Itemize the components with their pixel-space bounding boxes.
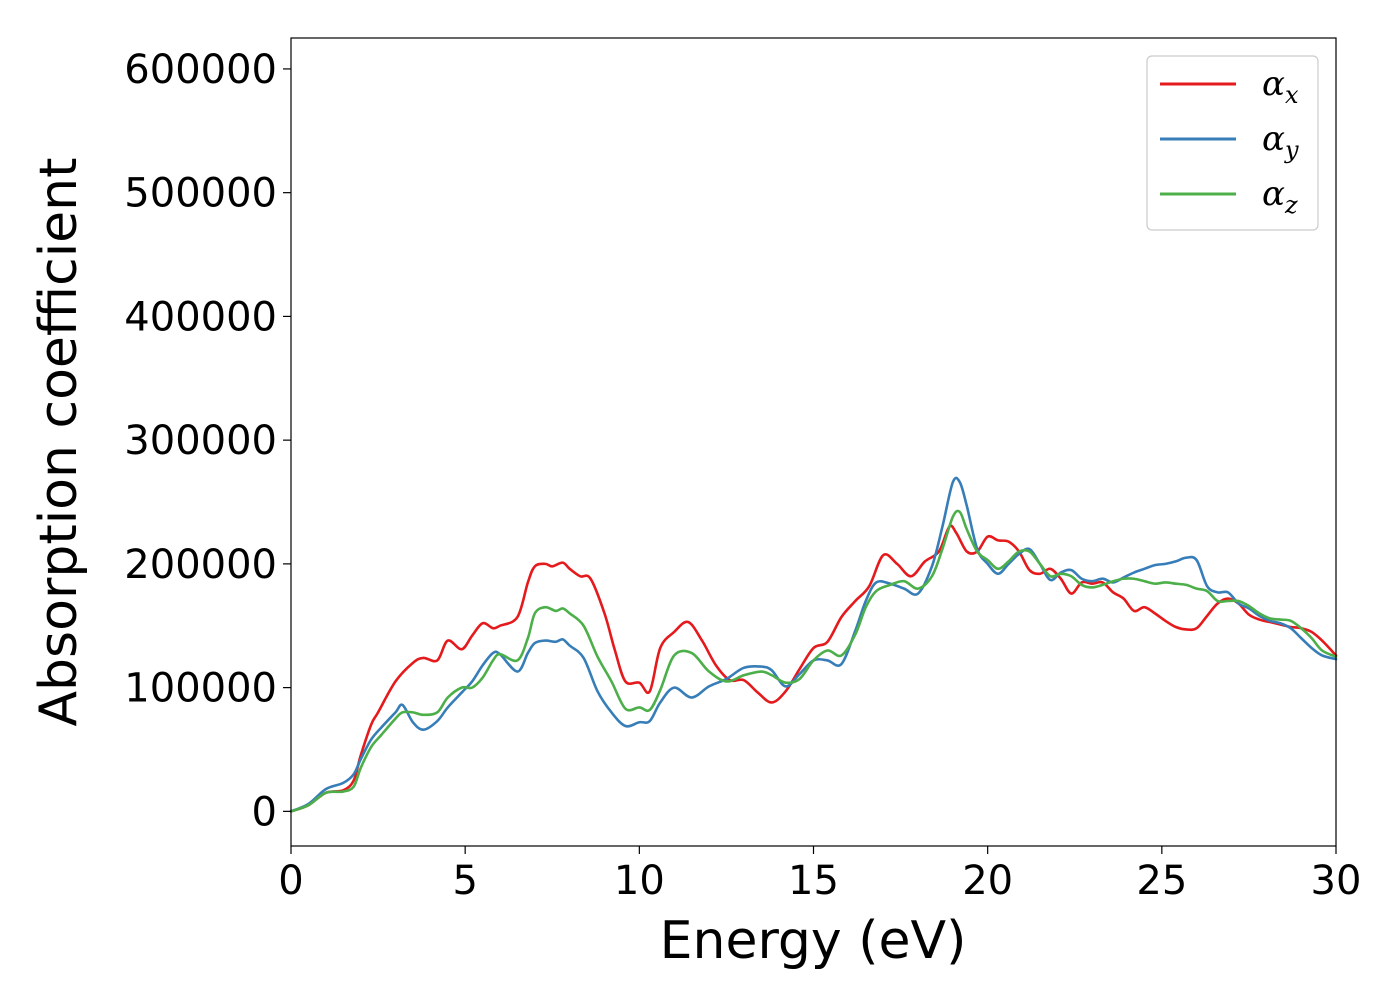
y-tick-label: 200000 [124,542,277,588]
y-tick-label: 500000 [124,171,277,217]
y-tick-label: 300000 [124,418,277,464]
y-tick-label: 400000 [124,294,277,340]
y-tick-label: 0 [252,789,277,835]
x-tick-label: 30 [1311,858,1362,904]
x-tick-label: 10 [614,858,665,904]
x-axis-ticks: 0 5 10 15 20 25 30 [278,846,1361,904]
y-tick-label: 100000 [124,666,277,712]
series-line-y [289,476,1338,813]
series-line-x [289,524,1338,813]
y-tick-label: 600000 [124,47,277,93]
x-tick-label: 5 [452,858,477,904]
x-axis-label: Energy (eV) [660,911,967,971]
y-axis-ticks: 0 100000 200000 300000 400000 500000 600000 [124,47,291,835]
x-tick-label: 0 [278,858,303,904]
x-tick-label: 15 [788,858,839,904]
x-tick-label: 25 [1136,858,1187,904]
series-layer [289,476,1338,813]
series-line-z [289,509,1338,813]
y-axis-label: Absorption coefficient [29,157,89,726]
legend-box [1146,55,1319,231]
x-tick-label: 20 [962,858,1013,904]
